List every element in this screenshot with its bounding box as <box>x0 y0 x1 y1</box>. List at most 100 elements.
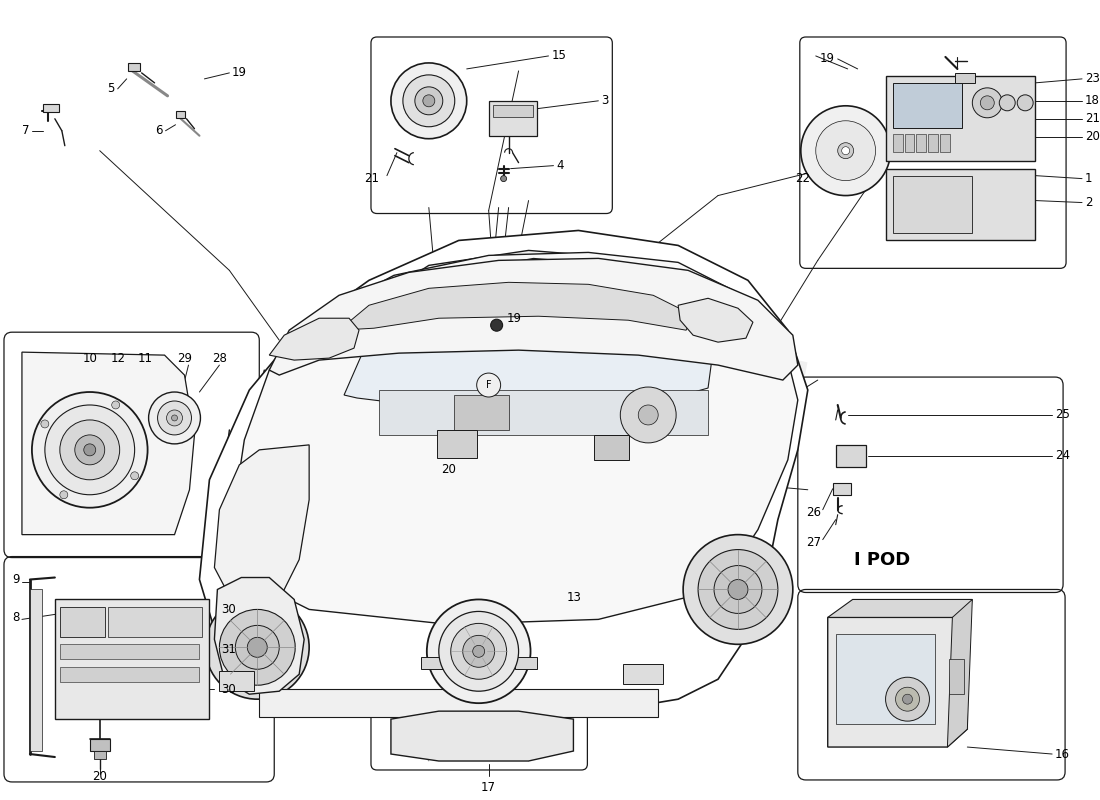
Circle shape <box>838 142 854 158</box>
Circle shape <box>728 579 748 599</box>
Text: 22: 22 <box>795 172 810 185</box>
Circle shape <box>75 435 104 465</box>
Text: 11: 11 <box>139 352 153 365</box>
Text: 21: 21 <box>364 172 380 185</box>
Circle shape <box>886 678 929 721</box>
Bar <box>454 395 508 430</box>
Circle shape <box>59 420 120 480</box>
Bar <box>956 73 976 83</box>
Circle shape <box>415 87 443 114</box>
Polygon shape <box>329 250 738 410</box>
Text: 6: 6 <box>155 124 163 138</box>
Bar <box>892 134 902 152</box>
Circle shape <box>451 623 507 679</box>
Text: 20: 20 <box>1085 130 1100 143</box>
Polygon shape <box>22 352 195 534</box>
Text: 1: 1 <box>1085 172 1092 185</box>
Circle shape <box>422 95 435 107</box>
Circle shape <box>206 595 309 699</box>
Circle shape <box>403 75 454 126</box>
Polygon shape <box>270 318 359 360</box>
Text: 12: 12 <box>110 352 125 365</box>
Text: 20: 20 <box>441 463 455 476</box>
Text: 15: 15 <box>551 50 566 62</box>
Circle shape <box>714 566 762 614</box>
Polygon shape <box>947 599 972 747</box>
Polygon shape <box>270 258 798 380</box>
Text: a passion for ferrari 1995: a passion for ferrari 1995 <box>359 448 718 472</box>
Text: 10: 10 <box>82 352 97 365</box>
Polygon shape <box>827 618 967 747</box>
Text: 13: 13 <box>566 591 581 604</box>
Text: 17: 17 <box>481 781 496 794</box>
Bar <box>437 430 476 458</box>
Circle shape <box>638 405 658 425</box>
Circle shape <box>816 121 876 181</box>
Bar <box>30 590 42 751</box>
Text: 25: 25 <box>1055 409 1070 422</box>
Text: 30: 30 <box>221 682 236 696</box>
Bar <box>128 63 140 71</box>
Bar <box>493 105 532 117</box>
Polygon shape <box>344 258 716 408</box>
Text: 21: 21 <box>1085 112 1100 126</box>
Polygon shape <box>827 599 972 618</box>
Bar <box>108 607 202 638</box>
Circle shape <box>439 611 518 691</box>
Circle shape <box>473 646 485 658</box>
Bar <box>59 644 199 659</box>
Bar <box>836 445 866 467</box>
Circle shape <box>500 176 507 182</box>
Polygon shape <box>390 711 573 761</box>
Circle shape <box>980 96 994 110</box>
Circle shape <box>620 387 676 443</box>
Bar <box>421 658 443 670</box>
Circle shape <box>842 146 849 154</box>
Circle shape <box>148 392 200 444</box>
Bar <box>219 671 254 691</box>
Circle shape <box>248 638 267 658</box>
Circle shape <box>32 392 147 508</box>
Bar <box>94 751 106 759</box>
Text: 31: 31 <box>221 643 236 656</box>
Circle shape <box>801 106 891 195</box>
Bar <box>379 390 708 435</box>
Circle shape <box>999 95 1015 110</box>
Bar <box>833 482 850 494</box>
Bar <box>886 76 1035 161</box>
Circle shape <box>390 63 466 138</box>
Bar <box>949 659 965 694</box>
Circle shape <box>166 410 183 426</box>
Bar <box>59 607 104 638</box>
Circle shape <box>895 687 920 711</box>
Text: 7: 7 <box>22 124 30 138</box>
Bar <box>892 83 962 128</box>
Bar <box>940 134 950 152</box>
Circle shape <box>41 420 48 428</box>
Text: 18: 18 <box>1085 94 1100 107</box>
Bar <box>176 110 186 118</box>
Bar <box>892 176 972 234</box>
Circle shape <box>235 626 279 670</box>
Circle shape <box>157 401 191 435</box>
Circle shape <box>476 373 501 397</box>
Text: 19: 19 <box>231 66 246 79</box>
Text: 28: 28 <box>212 352 227 365</box>
Bar <box>836 634 935 724</box>
Polygon shape <box>339 282 693 330</box>
Bar <box>90 739 110 751</box>
Text: 24: 24 <box>1055 450 1070 462</box>
Text: 16: 16 <box>1055 747 1070 761</box>
Circle shape <box>131 472 139 480</box>
Text: 30: 30 <box>221 603 236 616</box>
Circle shape <box>698 550 778 630</box>
Circle shape <box>219 610 295 686</box>
Circle shape <box>172 415 177 421</box>
Bar <box>55 599 209 719</box>
Circle shape <box>112 401 120 409</box>
Circle shape <box>427 599 530 703</box>
Polygon shape <box>214 578 305 694</box>
Polygon shape <box>199 230 807 719</box>
Circle shape <box>84 444 96 456</box>
Text: 5: 5 <box>108 82 114 95</box>
